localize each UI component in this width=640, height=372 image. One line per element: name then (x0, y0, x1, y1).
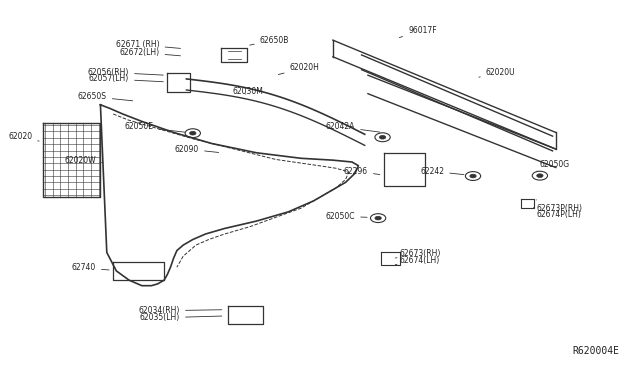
Text: 62035(LH): 62035(LH) (140, 313, 222, 322)
Text: 62650S: 62650S (78, 92, 132, 101)
Text: 96017F: 96017F (399, 26, 436, 38)
Circle shape (375, 216, 381, 220)
Text: 62057(LH): 62057(LH) (89, 74, 163, 83)
Text: 62030M: 62030M (232, 87, 263, 96)
Text: 62673(RH): 62673(RH) (396, 249, 441, 258)
Text: 62020: 62020 (8, 132, 39, 141)
Text: 62740: 62740 (72, 263, 109, 272)
Text: R620004E: R620004E (573, 346, 620, 356)
Text: 62034(RH): 62034(RH) (139, 306, 222, 315)
Text: 62673P(RH): 62673P(RH) (536, 200, 582, 213)
Text: 62672(LH): 62672(LH) (120, 48, 180, 57)
Text: 62242: 62242 (420, 167, 464, 176)
Text: 62056(RH): 62056(RH) (88, 68, 163, 77)
Circle shape (537, 174, 543, 177)
Text: 62020H: 62020H (278, 63, 319, 74)
Text: 62020W: 62020W (65, 156, 103, 166)
Text: 62020U: 62020U (479, 68, 515, 77)
Text: 62090: 62090 (175, 145, 219, 154)
Circle shape (380, 135, 386, 139)
Circle shape (470, 174, 476, 178)
Circle shape (189, 131, 196, 135)
Text: 62671 (RH): 62671 (RH) (116, 40, 180, 49)
Text: 62674(LH): 62674(LH) (396, 256, 440, 265)
Text: 62050G: 62050G (537, 160, 570, 171)
Text: 62050C: 62050C (326, 212, 367, 221)
Text: 62650B: 62650B (250, 36, 289, 45)
Text: 62674P(LH): 62674P(LH) (534, 208, 582, 219)
Text: 62042A: 62042A (326, 122, 380, 132)
Text: 62296: 62296 (344, 167, 380, 176)
Text: 62050E: 62050E (124, 122, 185, 132)
